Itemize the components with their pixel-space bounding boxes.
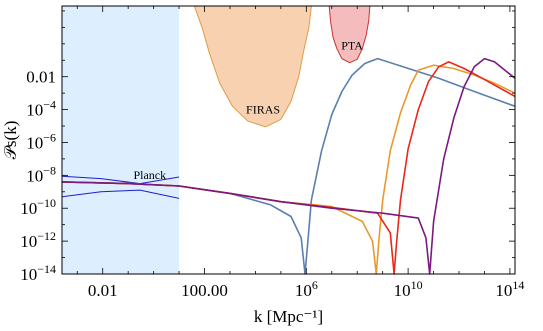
x-tick-label: 1014 <box>495 278 524 300</box>
x-axis-label: k [Mpc⁻¹] <box>254 307 323 326</box>
y-tick-label: 10−8 <box>26 163 56 185</box>
planck-lower-edge <box>61 189 180 199</box>
x-tick-label: 1010 <box>394 278 423 300</box>
planck-upper-edge <box>61 175 180 185</box>
firas-label: FIRAS <box>246 103 280 117</box>
y-tick-label: 0.01 <box>26 68 56 87</box>
x-tick-label: 106 <box>295 278 318 300</box>
y-tick-label: 10−14 <box>20 262 56 284</box>
firas-region <box>193 5 312 128</box>
x-tick-label: 0.01 <box>88 281 118 300</box>
axis-ticks <box>62 6 515 275</box>
series-line-1 <box>61 57 516 275</box>
y-tick-label: 10−6 <box>26 130 56 152</box>
x-tick-label: 100.00 <box>181 281 228 300</box>
y-tick-label: 10−12 <box>20 229 56 251</box>
plot-frame <box>61 5 516 275</box>
planck-band <box>62 6 180 274</box>
pta-label: PTA <box>341 39 363 53</box>
planck-label: Planck <box>133 168 166 182</box>
y-axis-label: 𝒫s(k) <box>1 121 20 160</box>
y-tick-label: 10−4 <box>26 98 56 120</box>
pta-region <box>328 5 371 64</box>
y-tick-label: 10−10 <box>20 196 56 218</box>
constraint-regions: Planck FIRAS PTA <box>61 5 371 274</box>
tick-labels: 0.01 100.00 106 1010 1014 0.01 10−4 10−6 10−8 10−… <box>20 68 524 300</box>
